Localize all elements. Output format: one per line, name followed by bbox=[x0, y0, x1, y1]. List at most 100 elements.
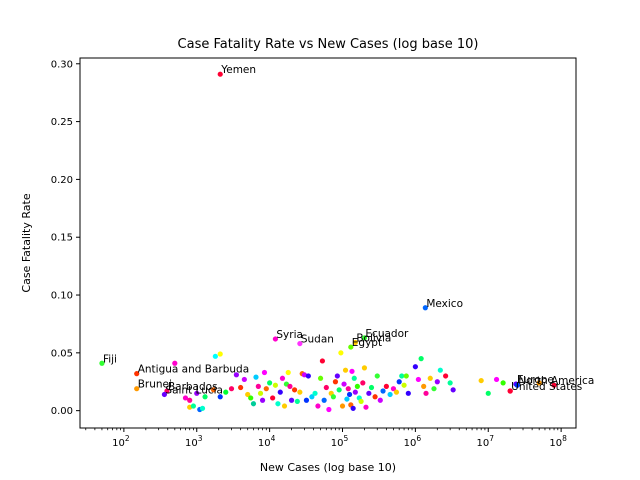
scatter-point bbox=[551, 382, 557, 388]
y-tick-label: 0.25 bbox=[51, 117, 73, 128]
x-axis: 102 103 104 105 106 107 108 bbox=[85, 428, 567, 449]
point-annotation: Bolivia bbox=[356, 332, 391, 344]
scatter-point bbox=[450, 387, 456, 393]
points-layer bbox=[172, 350, 557, 413]
scatter-point bbox=[238, 384, 244, 391]
scatter-point bbox=[374, 373, 380, 379]
scatter-point bbox=[288, 397, 295, 403]
scatter-point bbox=[291, 387, 298, 393]
point-annotation: Egypt bbox=[352, 337, 382, 349]
scatter-point bbox=[447, 380, 453, 386]
scatter-point bbox=[321, 397, 327, 403]
scatter-point bbox=[351, 375, 357, 381]
scatter-point bbox=[350, 405, 356, 411]
point-annotation: Saint Lucia bbox=[165, 384, 223, 396]
scatter-point bbox=[377, 397, 383, 403]
annotated-point bbox=[514, 382, 520, 388]
annotated-point bbox=[361, 335, 368, 341]
scatter-point bbox=[257, 390, 264, 396]
y-tick-label: 0.05 bbox=[51, 348, 73, 359]
x-tick-label: 103 bbox=[185, 434, 203, 449]
x-tick-label: 107 bbox=[476, 434, 494, 449]
scatter-point bbox=[363, 404, 369, 410]
scatter-point bbox=[330, 394, 336, 400]
scatter-point bbox=[326, 406, 332, 413]
scatter-point bbox=[346, 391, 353, 398]
scatter-point bbox=[339, 403, 346, 409]
plot-area bbox=[80, 58, 576, 428]
scatter-point bbox=[319, 358, 326, 364]
point-annotation: Fiji bbox=[103, 353, 117, 365]
scatter-point bbox=[334, 373, 340, 379]
annotated-point bbox=[134, 371, 140, 377]
scatter-point bbox=[341, 381, 347, 387]
point-annotation: Barbados bbox=[168, 381, 218, 393]
scatter-point bbox=[344, 396, 350, 402]
scatter-point bbox=[275, 401, 281, 407]
scatter-point bbox=[267, 380, 273, 386]
y-tick-label: 0.10 bbox=[51, 291, 73, 302]
scatter-point bbox=[536, 380, 542, 386]
scatter-point bbox=[352, 389, 358, 395]
scatter-point bbox=[403, 373, 409, 379]
scatter-point bbox=[202, 394, 208, 400]
scatter-point bbox=[312, 390, 318, 396]
scatter-point bbox=[287, 383, 293, 389]
x-axis-title: New Cases (log base 10) bbox=[260, 461, 396, 474]
point-annotation: United States bbox=[511, 381, 582, 393]
scatter-point bbox=[412, 364, 418, 370]
annotated-point bbox=[422, 305, 428, 311]
scatter-point bbox=[361, 365, 368, 371]
scatter-point bbox=[315, 403, 321, 409]
annotated-point bbox=[217, 71, 223, 77]
scatter-point bbox=[182, 395, 189, 401]
scatter-point bbox=[305, 373, 311, 379]
annotated-point bbox=[348, 344, 354, 350]
scatter-point bbox=[380, 388, 386, 394]
scatter-point bbox=[336, 387, 342, 393]
point-annotation: Mexico bbox=[426, 298, 463, 310]
scatter-point bbox=[390, 386, 397, 392]
scatter-point bbox=[259, 397, 266, 403]
scatter-point bbox=[427, 375, 433, 381]
y-tick-label: 0.15 bbox=[51, 233, 73, 244]
x-tick-label: 102 bbox=[112, 434, 130, 449]
scatter-point bbox=[434, 379, 440, 385]
plot-frame bbox=[79, 57, 577, 429]
annotated-point bbox=[297, 340, 303, 347]
scatter-point bbox=[270, 395, 276, 401]
scatter-point bbox=[210, 387, 217, 393]
scatter-point bbox=[277, 389, 283, 395]
scatter-point bbox=[405, 390, 411, 396]
scatter-point bbox=[253, 374, 259, 380]
scatter-point bbox=[421, 383, 427, 389]
scatter-point bbox=[345, 386, 351, 392]
annotations-layer: Yemen Mexico Ecuador Syria Bolivia Sudan Egypt… bbox=[99, 64, 594, 398]
scatter-point bbox=[217, 351, 223, 357]
scatter-point bbox=[294, 398, 300, 405]
scatter-point bbox=[212, 353, 218, 359]
scatter-point bbox=[354, 383, 360, 389]
scatter-point bbox=[255, 383, 261, 389]
scatter-point bbox=[194, 390, 200, 396]
scatter-point bbox=[396, 379, 402, 385]
point-annotation: Ecuador bbox=[365, 328, 409, 340]
scatter-point bbox=[285, 369, 291, 376]
scatter-point bbox=[342, 367, 349, 373]
scatter-point bbox=[263, 386, 269, 392]
scatter-point bbox=[437, 367, 443, 373]
scatter-point bbox=[281, 403, 288, 409]
scatter-point bbox=[297, 389, 303, 395]
scatter-point bbox=[500, 380, 506, 386]
scatter-point bbox=[272, 382, 278, 388]
scatter-point bbox=[217, 394, 223, 400]
scatter-point bbox=[248, 395, 254, 401]
x-tick-label: 108 bbox=[549, 434, 567, 449]
scatter-point bbox=[418, 356, 424, 362]
scatter-point bbox=[338, 350, 344, 356]
annotated-point bbox=[99, 360, 105, 366]
point-annotation: North America bbox=[518, 375, 594, 387]
scatter-point bbox=[223, 389, 229, 395]
scatter-point bbox=[478, 377, 484, 384]
